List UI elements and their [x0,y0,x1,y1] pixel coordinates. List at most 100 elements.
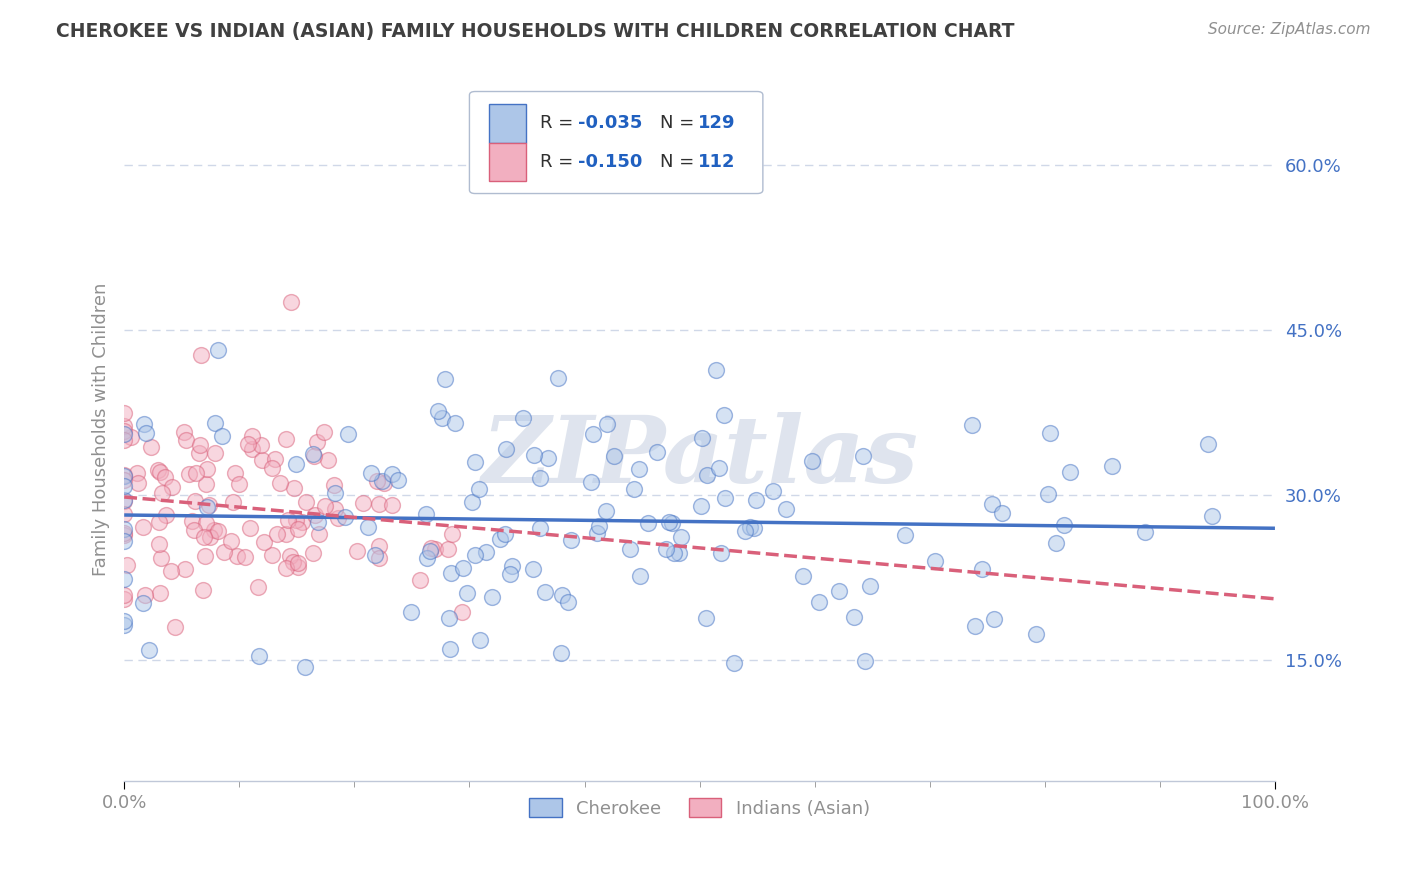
Point [430,410,453,425]
Point [202,523,225,537]
Point [924,554,946,568]
Point [181,514,204,528]
Point [654,541,676,556]
Point [184,494,207,508]
Point [302,545,325,559]
Point [709,460,731,475]
Text: 112: 112 [699,153,735,171]
Point [439,641,461,656]
Point [285,513,308,527]
Point [323,486,346,500]
Point [326,511,349,525]
Text: CHEROKEE VS INDIAN (ASIAN) FAMILY HOUSEHOLDS WITH CHILDREN CORRELATION CHART: CHEROKEE VS INDIAN (ASIAN) FAMILY HOUSEH… [56,22,1015,41]
Point [308,527,330,541]
Point [451,605,474,619]
Point [451,560,474,574]
Point [551,588,574,602]
Point [1059,465,1081,479]
Point [357,520,380,534]
Point [222,494,245,508]
Point [440,526,463,541]
Point [112,533,135,548]
Point [212,545,235,559]
Point [250,453,273,467]
Point [249,648,271,663]
Point [149,465,172,479]
Point [160,480,183,494]
Point [112,433,135,447]
Point [494,527,516,541]
Point [495,442,517,456]
Point [419,544,441,558]
Point [190,348,212,362]
Point [266,526,288,541]
FancyBboxPatch shape [470,92,763,194]
Point [211,429,233,443]
Point [307,515,329,529]
Point [481,591,503,605]
Point [557,595,579,609]
Point [194,549,217,563]
Point [127,466,149,480]
Point [112,528,135,542]
Point [603,449,626,463]
Point [318,452,340,467]
Point [112,618,135,632]
Point [112,591,135,606]
Point [550,646,572,660]
Point [186,466,208,480]
Point [173,425,195,439]
Point [149,551,172,566]
Point [304,508,326,522]
Point [134,588,156,602]
Point [381,499,404,513]
Point [619,542,641,557]
Point [1201,508,1223,523]
Point [262,460,284,475]
Point [239,521,262,535]
Point [690,499,713,513]
Point [627,462,650,476]
Point [352,496,374,510]
Point [115,558,138,572]
Point [287,556,309,570]
Point [323,501,346,516]
Point [294,660,316,674]
Point [1197,437,1219,451]
Point [163,620,186,634]
Point [433,372,456,386]
Point [112,473,135,487]
Point [112,614,135,628]
Point [742,521,765,535]
Point [253,535,276,549]
Point [183,523,205,537]
Point [1039,425,1062,440]
Point [800,454,823,468]
Point [112,522,135,536]
Point [467,482,489,496]
Point [312,425,335,440]
Point [745,492,768,507]
Point [276,561,298,575]
Text: R =: R = [540,153,579,171]
Point [586,526,609,541]
Point [762,483,785,498]
Point [960,418,983,433]
Point [990,506,1012,520]
Point [529,471,551,485]
Point [274,527,297,541]
Point [1036,487,1059,501]
Point [134,417,156,431]
Point [139,441,162,455]
Legend: Cherokee, Indians (Asian): Cherokee, Indians (Asian) [522,791,877,825]
Point [853,654,876,668]
Point [366,475,388,489]
Point [669,530,692,544]
Point [499,567,522,582]
Point [276,513,298,527]
Point [367,539,389,553]
Point [280,294,302,309]
Point [368,497,391,511]
Point [1045,536,1067,550]
Point [174,562,197,576]
